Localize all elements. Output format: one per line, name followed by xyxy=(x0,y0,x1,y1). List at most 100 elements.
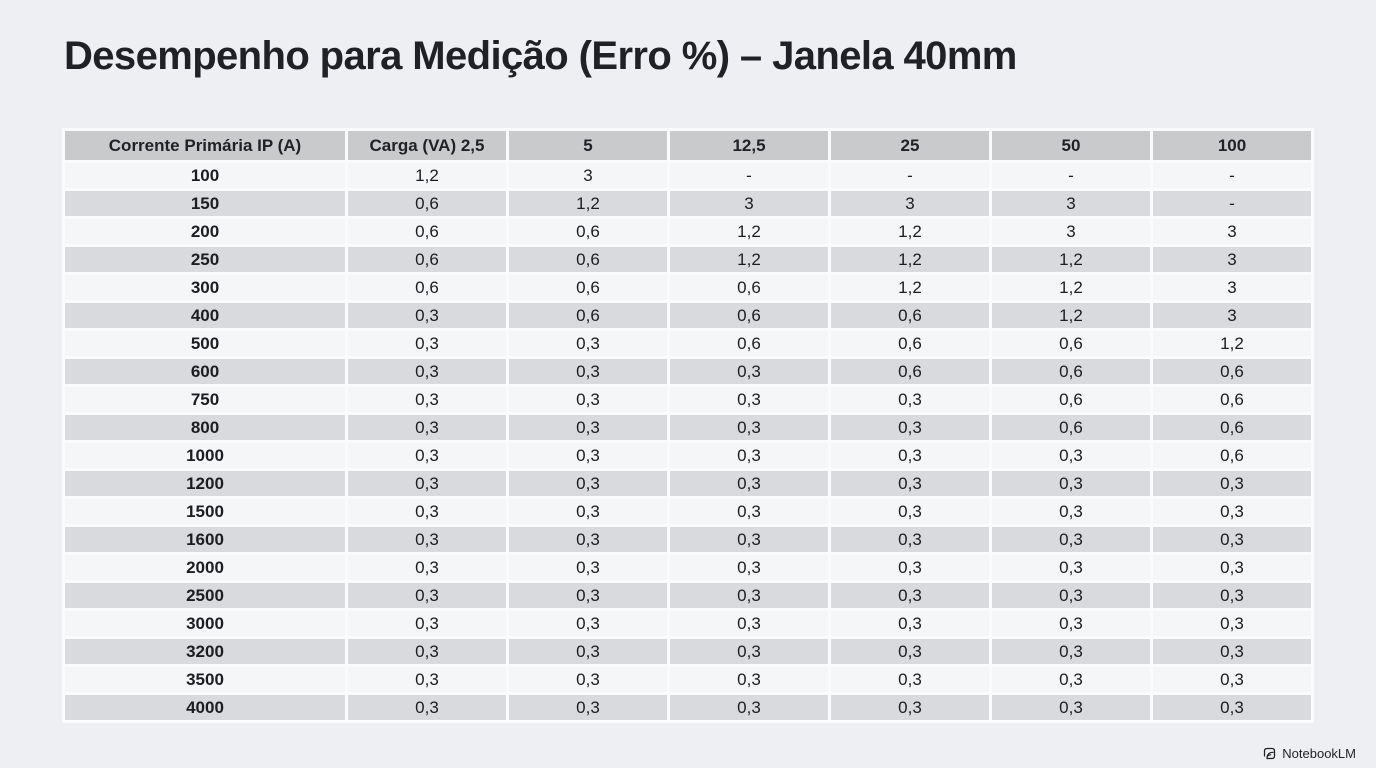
value-cell: 0,3 xyxy=(831,471,989,496)
value-cell: 0,3 xyxy=(992,555,1150,580)
table-row: 3000 0,3 0,3 0,3 0,3 0,3 0,3 xyxy=(65,611,1311,636)
value-cell: 0,6 xyxy=(831,359,989,384)
value-cell: 0,3 xyxy=(509,555,667,580)
value-cell: 0,3 xyxy=(509,359,667,384)
value-cell: 1,2 xyxy=(670,247,828,272)
table-row: 100 1,2 3- - - - xyxy=(65,163,1311,188)
value-cell: 0,3 xyxy=(992,695,1150,720)
row-header-cell: 2000 xyxy=(65,555,345,580)
value-cell: 0,3 xyxy=(1153,471,1311,496)
row-header-cell: 1500 xyxy=(65,499,345,524)
value-cell: 0,3 xyxy=(670,471,828,496)
table-row: 3500 0,3 0,3 0,3 0,3 0,3 0,3 xyxy=(65,667,1311,692)
table-row: 3200 0,3 0,3 0,3 0,3 0,3 0,3 xyxy=(65,639,1311,664)
value-cell: 0,6 xyxy=(509,303,667,328)
value-cell: 0,3 xyxy=(1153,611,1311,636)
value-cell: 0,3 xyxy=(348,331,506,356)
value-cell: 0,3 xyxy=(670,359,828,384)
value-cell: 3 xyxy=(1153,219,1311,244)
value-cell: 0,3 xyxy=(1153,639,1311,664)
row-header-cell: 300 xyxy=(65,275,345,300)
value-cell: 0,6 xyxy=(992,331,1150,356)
table-row: 200 0,6 0,6 1,2 1,2 3 3 xyxy=(65,219,1311,244)
value-cell: 0,3 xyxy=(509,611,667,636)
value-cell: 0,6 xyxy=(1153,415,1311,440)
value-cell: 0,3 xyxy=(831,499,989,524)
value-cell: 0,3 xyxy=(509,667,667,692)
table-row: 500 0,3 0,3 0,6 0,6 0,6 1,2 xyxy=(65,331,1311,356)
value-cell: 0,3 xyxy=(348,695,506,720)
value-cell: 0,3 xyxy=(348,611,506,636)
value-cell: 0,3 xyxy=(348,303,506,328)
value-cell: 3 xyxy=(1153,275,1311,300)
row-header-cell: 250 xyxy=(65,247,345,272)
value-cell: 0,3 xyxy=(831,387,989,412)
value-cell: 0,3 xyxy=(348,387,506,412)
value-cell: 0,6 xyxy=(992,359,1150,384)
value-cell: 0,6 xyxy=(992,415,1150,440)
row-header-cell: 3200 xyxy=(65,639,345,664)
value-cell: 0,6 xyxy=(509,219,667,244)
value-cell: 0,6 xyxy=(1153,359,1311,384)
value-cell: 0,6 xyxy=(1153,443,1311,468)
value-cell: 0,3 xyxy=(509,583,667,608)
value-cell: 0,6 xyxy=(509,275,667,300)
value-cell: 3 xyxy=(1153,303,1311,328)
value-cell: 0,3 xyxy=(992,527,1150,552)
page-title: Desempenho para Medição (Erro %) – Janel… xyxy=(64,34,1017,78)
row-header-cell: 750 xyxy=(65,387,345,412)
value-cell: 0,3 xyxy=(509,415,667,440)
table-row: 150 0,6 1,2 3 3 3- xyxy=(65,191,1311,216)
value-cell: 0,3 xyxy=(831,611,989,636)
value-cell: 0,6 xyxy=(831,303,989,328)
value-cell: 0,3 xyxy=(1153,499,1311,524)
value-cell: 0,3 xyxy=(670,499,828,524)
value-cell: 0,3 xyxy=(831,443,989,468)
value-cell: 0,3 xyxy=(509,443,667,468)
column-header: Carga (VA) 2,5 xyxy=(348,131,506,160)
table-row: 4000 0,3 0,3 0,3 0,3 0,3 0,3 xyxy=(65,695,1311,720)
value-cell: 0,3 xyxy=(992,471,1150,496)
value-cell: 0,3 xyxy=(992,499,1150,524)
value-cell: 3 xyxy=(992,191,1150,216)
value-cell: - xyxy=(992,163,1150,188)
value-cell: 1,2 xyxy=(992,303,1150,328)
row-header-cell: 100 xyxy=(65,163,345,188)
value-cell: 0,6 xyxy=(348,191,506,216)
value-cell: 0,3 xyxy=(1153,527,1311,552)
value-cell: 0,3 xyxy=(992,667,1150,692)
column-header: Corrente Primária IP (A) xyxy=(65,131,345,160)
column-header: 25 xyxy=(831,131,989,160)
value-cell: 3 xyxy=(509,163,667,188)
value-cell: 0,3 xyxy=(348,527,506,552)
value-cell: 0,3 xyxy=(348,471,506,496)
table-row: 800 0,3 0,3 0,3 0,3 0,6 0,6 xyxy=(65,415,1311,440)
table-row: 300 0,6 0,6 0,6 1,2 1,2 3 xyxy=(65,275,1311,300)
data-table: Corrente Primária IP (A) Carga (VA) 2,5 5 1… xyxy=(62,128,1314,723)
measurement-error-table: Corrente Primária IP (A) Carga (VA) 2,5 5 1… xyxy=(62,128,1314,723)
value-cell: 0,3 xyxy=(992,583,1150,608)
value-cell: 0,3 xyxy=(348,359,506,384)
row-header-cell: 4000 xyxy=(65,695,345,720)
value-cell: 0,3 xyxy=(348,583,506,608)
header-row: Corrente Primária IP (A) Carga (VA) 2,5 5 1… xyxy=(65,131,1311,160)
value-cell: 0,3 xyxy=(348,499,506,524)
value-cell: 1,2 xyxy=(992,247,1150,272)
value-cell: 0,3 xyxy=(348,555,506,580)
value-cell: 3 xyxy=(992,219,1150,244)
value-cell: 0,3 xyxy=(831,555,989,580)
table-row: 600 0,3 0,3 0,3 0,6 0,6 0,6 xyxy=(65,359,1311,384)
value-cell: 0,6 xyxy=(992,387,1150,412)
table-row: 1500 0,3 0,3 0,3 0,3 0,3 0,3 xyxy=(65,499,1311,524)
value-cell: 0,3 xyxy=(831,583,989,608)
value-cell: 0,3 xyxy=(670,583,828,608)
value-cell: 0,3 xyxy=(509,331,667,356)
table-row: 1600 0,3 0,3 0,3 0,3 0,3 0,3 xyxy=(65,527,1311,552)
notebooklm-branding: NotebookLM xyxy=(1262,746,1356,761)
table-row: 400 0,3 0,6 0,6 0,6 1,2 3 xyxy=(65,303,1311,328)
value-cell: 0,3 xyxy=(831,667,989,692)
value-cell: 0,3 xyxy=(1153,555,1311,580)
value-cell: 0,3 xyxy=(348,667,506,692)
value-cell: 0,3 xyxy=(831,695,989,720)
table-header: Corrente Primária IP (A) Carga (VA) 2,5 5 1… xyxy=(65,131,1311,160)
